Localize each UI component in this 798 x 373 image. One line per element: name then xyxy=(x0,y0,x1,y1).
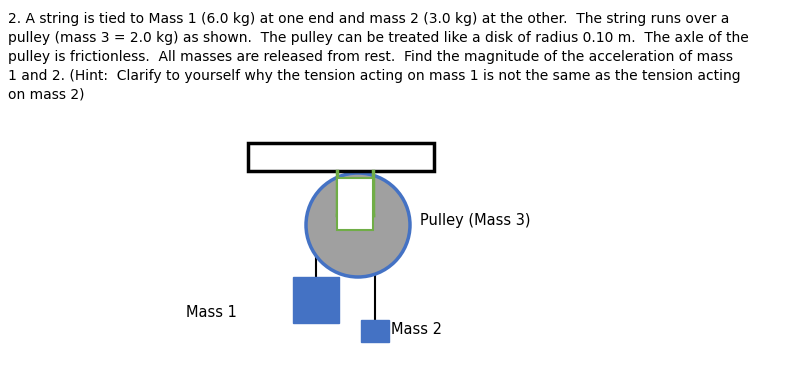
Text: pulley (mass 3 = 2.0 kg) as shown.  The pulley can be treated like a disk of rad: pulley (mass 3 = 2.0 kg) as shown. The p… xyxy=(8,31,749,45)
Text: on mass 2): on mass 2) xyxy=(8,88,85,102)
Bar xyxy=(293,277,339,323)
Text: Pulley (Mass 3): Pulley (Mass 3) xyxy=(420,213,531,228)
Text: 1 and 2. (Hint:  Clarify to yourself why the tension acting on mass 1 is not the: 1 and 2. (Hint: Clarify to yourself why … xyxy=(8,69,741,83)
Bar xyxy=(337,178,373,230)
Bar xyxy=(248,143,434,171)
Text: Mass 2: Mass 2 xyxy=(391,322,442,337)
Text: Mass 1: Mass 1 xyxy=(186,305,237,320)
Bar xyxy=(361,320,389,342)
Text: pulley is frictionless.  All masses are released from rest.  Find the magnitude : pulley is frictionless. All masses are r… xyxy=(8,50,733,64)
Text: 2. A string is tied to Mass 1 (6.0 kg) at one end and mass 2 (3.0 kg) at the oth: 2. A string is tied to Mass 1 (6.0 kg) a… xyxy=(8,12,729,26)
Circle shape xyxy=(306,173,410,277)
